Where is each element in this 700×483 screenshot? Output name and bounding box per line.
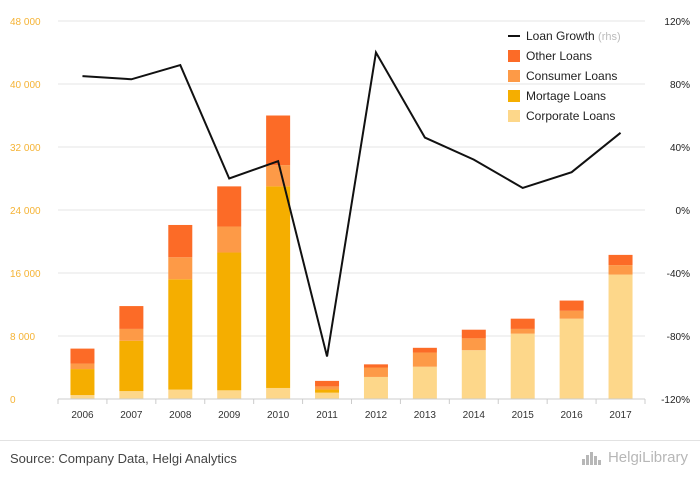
y-left-tick-label: 40 000: [10, 80, 41, 91]
bar-consumer-loans: [559, 310, 584, 319]
bar-other-loans: [608, 254, 633, 266]
legend-note: (rhs): [598, 31, 621, 43]
x-tick-label: 2014: [463, 410, 486, 421]
bar-other-loans: [510, 318, 535, 329]
x-tick-label: 2011: [316, 410, 338, 421]
bar-other-loans: [217, 186, 242, 227]
brand-logo: HelgiLibrary: [581, 449, 688, 466]
legend-swatch: [508, 90, 520, 102]
bar-other-loans: [70, 348, 95, 364]
bar-corporate-loans: [608, 274, 633, 399]
brand-name: HelgiLibrary: [607, 449, 688, 466]
legend-label: Loan Growth (rhs): [526, 29, 621, 43]
y-left-tick-label: 0: [10, 395, 16, 406]
bar-consumer-loans: [168, 257, 193, 280]
bar-corporate-loans: [168, 389, 193, 399]
bar-consumer-loans: [363, 367, 388, 377]
x-tick-label: 2015: [512, 410, 535, 421]
y-right-tick-label: -80%: [667, 332, 690, 343]
bar-other-loans: [168, 224, 193, 258]
bar-corporate-loans: [70, 395, 95, 399]
loan-chart: 0 8 000 16 000 24 000 32 000 40 000 48 000 -120…: [10, 17, 690, 421]
bar-mortage-loans: [168, 279, 193, 390]
legend-label: Other Loans: [526, 49, 592, 63]
bar-corporate-loans: [119, 391, 144, 399]
bar-corporate-loans: [266, 387, 291, 399]
x-tick-label: 2008: [169, 410, 192, 421]
y-right-tick-label: 40%: [670, 143, 690, 154]
source-note: Source: Company Data, Helgi Analytics: [10, 451, 237, 466]
x-tick-label: 2013: [414, 410, 437, 421]
loan-growth-line: [82, 49, 622, 357]
bar-corporate-loans: [461, 350, 486, 399]
bar-other-loans: [461, 329, 486, 339]
bar-mortage-loans: [217, 252, 242, 391]
footer-divider: [0, 440, 700, 441]
stacked-bars: [70, 115, 633, 399]
y-left-tick-label: 8 000: [10, 332, 35, 343]
bar-other-loans: [266, 115, 291, 166]
bar-consumer-loans: [315, 386, 340, 390]
loan-growth-polyline: [82, 49, 622, 357]
legend-swatch: [508, 70, 520, 82]
bar-consumer-loans: [217, 226, 242, 253]
legend-label: Mortage Loans: [526, 89, 606, 103]
bar-corporate-loans: [315, 392, 340, 399]
bar-corporate-loans: [363, 376, 388, 399]
legend: Loan Growth (rhs) Other Loans Consumer Lo…: [508, 29, 621, 123]
bar-mortage-loans: [119, 340, 144, 392]
legend-swatch: [508, 110, 520, 122]
bar-other-loans: [315, 380, 340, 387]
legend-label: Consumer Loans: [526, 69, 617, 83]
bar-mortage-loans: [315, 389, 340, 393]
y-right-tick-label: -120%: [661, 395, 690, 406]
bar-consumer-loans: [510, 328, 535, 334]
bar-mortage-loans: [266, 186, 291, 388]
bar-consumer-loans: [461, 338, 486, 351]
bar-consumer-loans: [412, 352, 437, 367]
x-tick-label: 2012: [365, 410, 388, 421]
x-tick-label: 2017: [609, 410, 632, 421]
legend-label: Corporate Loans: [526, 109, 615, 123]
bar-other-loans: [559, 300, 584, 311]
legend-swatch: [508, 50, 520, 62]
bar-consumer-loans: [266, 165, 291, 187]
y-right-tick-label: 0%: [676, 206, 691, 217]
y-right-tick-label: 80%: [670, 80, 690, 91]
bar-other-loans: [119, 306, 144, 329]
axes: 0 8 000 16 000 24 000 32 000 40 000 48 000 -120…: [10, 17, 690, 421]
bar-corporate-loans: [510, 333, 535, 399]
y-left-tick-label: 16 000: [10, 269, 41, 280]
bar-consumer-loans: [119, 328, 144, 341]
y-left-tick-label: 48 000: [10, 17, 41, 28]
bar-consumer-loans: [608, 265, 633, 275]
building-logo-icon: [581, 451, 601, 465]
x-tick-label: 2010: [267, 410, 290, 421]
y-right-tick-label: -40%: [667, 269, 690, 280]
bar-corporate-loans: [412, 366, 437, 399]
bar-other-loans: [363, 364, 388, 368]
y-left-tick-label: 24 000: [10, 206, 41, 217]
x-tick-label: 2006: [71, 410, 94, 421]
bar-consumer-loans: [70, 363, 95, 370]
x-tick-label: 2009: [218, 410, 241, 421]
bar-corporate-loans: [559, 318, 584, 399]
bar-corporate-loans: [217, 390, 242, 399]
x-tick-label: 2016: [561, 410, 584, 421]
y-left-tick-label: 32 000: [10, 143, 41, 154]
bar-mortage-loans: [70, 369, 95, 396]
y-right-tick-label: 120%: [664, 17, 690, 28]
bar-other-loans: [412, 347, 437, 353]
x-tick-label: 2007: [120, 410, 143, 421]
